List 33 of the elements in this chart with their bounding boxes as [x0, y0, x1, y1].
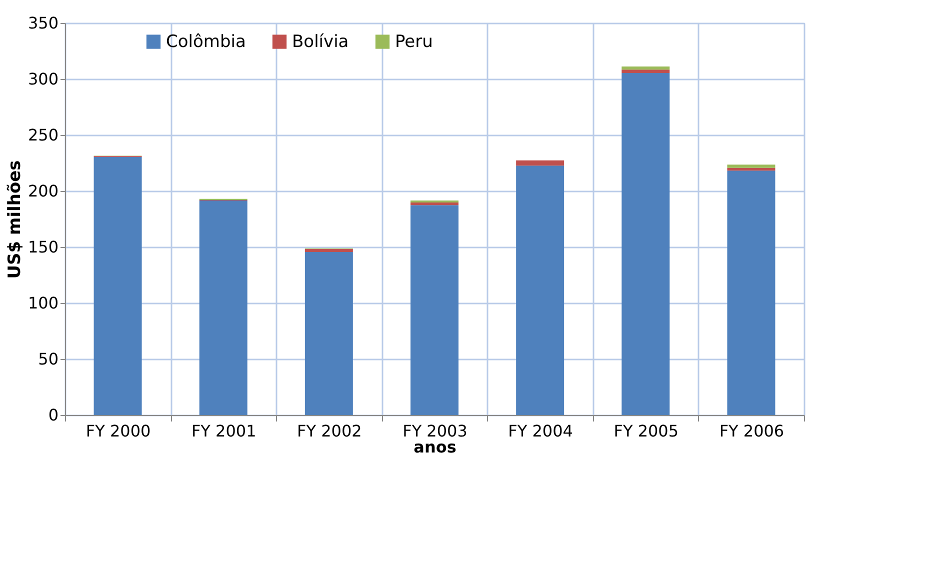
x-tick-label: FY 2004 — [508, 422, 573, 440]
y-tick-label: 350 — [28, 14, 58, 32]
x-tick-label: FY 2003 — [402, 422, 468, 440]
y-tick-label: 200 — [28, 182, 58, 200]
bar — [727, 164, 776, 168]
y-axis-title: US$ milhões — [4, 160, 25, 279]
legend-label: Peru — [395, 32, 433, 52]
x-axis-title: anos — [414, 438, 456, 456]
y-tick-label: 150 — [28, 238, 58, 256]
bar — [199, 200, 248, 415]
y-tick-label: 300 — [28, 70, 58, 88]
x-tick-label: FY 2001 — [191, 422, 256, 440]
x-tick-label: FY 2006 — [719, 422, 784, 440]
bar — [304, 252, 353, 415]
bar — [622, 70, 670, 73]
y-tick-label: 100 — [28, 294, 58, 312]
x-tick-label: FY 2000 — [86, 422, 151, 440]
legend-label: Colômbia — [166, 32, 246, 52]
bar — [622, 72, 670, 415]
y-tick-label: 50 — [38, 350, 58, 368]
bar — [727, 170, 776, 415]
bar — [304, 249, 353, 252]
bar — [410, 205, 458, 415]
bar — [410, 202, 458, 206]
x-tick-label: FY 2002 — [297, 422, 362, 440]
bar — [516, 160, 564, 166]
y-tick-label: 0 — [48, 406, 58, 424]
x-tick-label: FY 2005 — [614, 422, 679, 440]
bar — [516, 166, 564, 415]
y-tick-label: 250 — [28, 126, 58, 144]
legend-label: Bolívia — [292, 32, 349, 52]
bar — [622, 66, 670, 70]
bar — [94, 156, 142, 415]
